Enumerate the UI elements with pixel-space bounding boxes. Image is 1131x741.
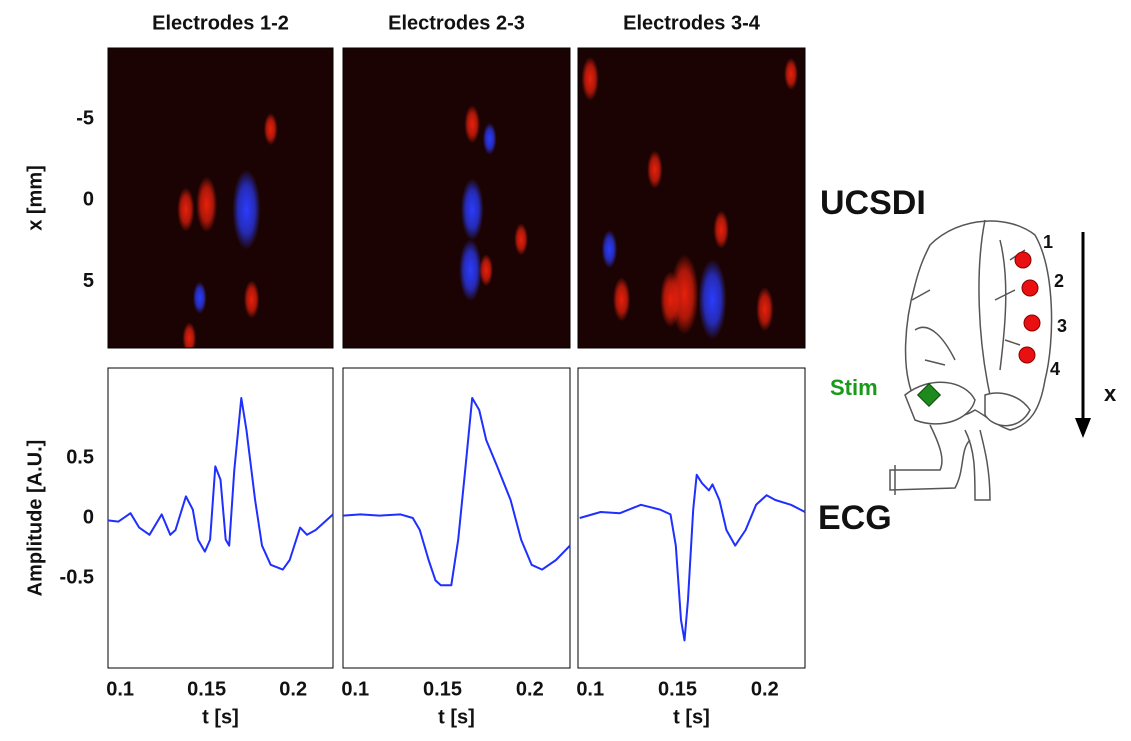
plot-frame [342,47,571,349]
row-label: UCSDI [820,184,926,222]
blob [464,105,480,144]
blob [479,254,493,287]
blob [756,287,774,332]
blob [460,178,484,241]
plot-frame [342,367,571,669]
blob [192,281,207,314]
blob [177,187,195,232]
heatmap-background [343,48,570,348]
axis-label: x [1104,381,1117,406]
blob [647,150,663,189]
blob [581,56,599,101]
y-tick-label: 0.5 [66,446,94,468]
x-tick-label: 0.1 [106,678,134,700]
blob [698,259,727,340]
blob [660,271,681,328]
x-axis-label: t [s] [673,706,710,728]
x-tick-label: 0.1 [576,678,604,700]
y-tick-label: -5 [76,108,94,130]
blob [482,122,497,155]
heart-drawing [889,219,1053,501]
row-label: ECG [818,499,892,537]
electrodes [1014,251,1041,364]
x-tick-label: 0.15 [423,678,462,700]
plot-frame [107,47,334,349]
heatmap-blobs [459,105,528,302]
ecg-line [107,397,334,571]
x-axis-label: t [s] [202,706,239,728]
electrode-label: 4 [1050,359,1060,379]
x-tick-label: 0.2 [516,678,544,700]
chart-title: Electrodes 1-2 [152,12,289,34]
blob [713,210,729,249]
blob [784,57,798,90]
ecg-line [342,397,571,587]
blob [243,280,260,319]
blob [182,322,197,348]
blob [232,169,261,250]
x-tick-label: 0.2 [279,678,307,700]
stim-marker [916,382,942,408]
x-tick-label: 0.15 [187,678,226,700]
y-tick-label: -0.5 [60,566,94,588]
chart-title: Electrodes 2-3 [388,12,525,34]
x-tick-label: 0.15 [658,678,697,700]
y-tick-label: 0 [83,506,94,528]
plot-frame [107,367,334,669]
y-tick-label: 5 [83,270,94,292]
x-tick-label: 0.1 [341,678,369,700]
y-axis-label: x [mm] [24,165,46,231]
stim-label: Stim [830,375,878,400]
y-axis-label: Amplitude [A.U.] [24,440,46,597]
blob [263,113,278,146]
x-arrow-head [1075,418,1091,438]
heatmap-background [108,48,333,348]
electrode-label: 1 [1043,232,1053,252]
ecg-line [579,473,806,642]
plot-frame [577,47,806,349]
electrode-label: 3 [1057,316,1067,336]
blob [601,230,618,269]
x-tick-label: 0.2 [751,678,779,700]
electrode-label: 2 [1054,271,1064,291]
blob [514,223,528,256]
blob [196,176,218,233]
heatmap-blobs [177,113,278,348]
x-axis-label: t [s] [438,706,475,728]
blob [613,277,631,322]
y-tick-label: 0 [83,189,94,211]
chart-title: Electrodes 3-4 [623,12,761,34]
blob [459,239,482,302]
heatmap-blobs [581,56,798,340]
plot-frame [577,367,806,669]
